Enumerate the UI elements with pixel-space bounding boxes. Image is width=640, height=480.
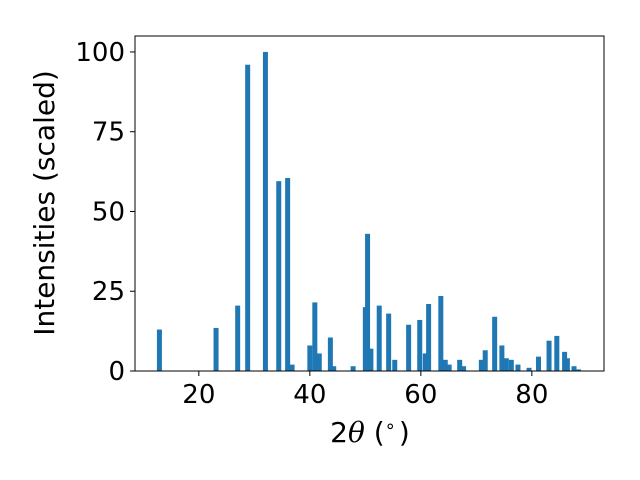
bar bbox=[461, 366, 467, 371]
x-tick-label: 20 bbox=[182, 380, 215, 410]
bar bbox=[156, 329, 162, 371]
bar bbox=[307, 345, 313, 371]
bar bbox=[316, 353, 322, 371]
bar bbox=[213, 327, 219, 371]
bar bbox=[526, 367, 532, 371]
bar bbox=[442, 359, 448, 371]
bar bbox=[457, 359, 463, 371]
bar bbox=[312, 302, 318, 371]
bar bbox=[482, 350, 488, 371]
y-tick-label: 75 bbox=[92, 118, 125, 148]
bar bbox=[438, 296, 444, 371]
x-tick-label: 60 bbox=[404, 380, 437, 410]
bar bbox=[503, 358, 509, 371]
y-axis-label: Intensities (scaled) bbox=[28, 70, 61, 336]
bar bbox=[554, 335, 560, 371]
y-tick-label: 50 bbox=[92, 197, 125, 227]
bar bbox=[571, 366, 577, 371]
x-axis-label: 2θ (∘) bbox=[330, 416, 410, 449]
y-tick-label: 0 bbox=[108, 357, 125, 387]
bar bbox=[508, 359, 514, 371]
x-tick-label: 80 bbox=[515, 380, 548, 410]
bar bbox=[499, 345, 505, 371]
bar bbox=[478, 359, 484, 371]
y-tick-label: 100 bbox=[75, 38, 125, 68]
bar bbox=[245, 64, 251, 372]
bar bbox=[262, 51, 268, 371]
bar bbox=[406, 324, 412, 371]
bar bbox=[417, 319, 423, 371]
bar bbox=[276, 181, 282, 371]
y-tick-label: 25 bbox=[92, 277, 125, 307]
bar bbox=[422, 353, 428, 371]
bar bbox=[536, 356, 542, 371]
bar bbox=[492, 316, 498, 371]
bar bbox=[562, 351, 568, 371]
bar bbox=[368, 348, 374, 371]
x-tick-label: 40 bbox=[293, 380, 326, 410]
bar bbox=[331, 366, 337, 371]
bar bbox=[515, 364, 521, 371]
bars-group bbox=[156, 51, 581, 372]
bar bbox=[365, 233, 371, 371]
bar bbox=[285, 177, 291, 371]
bar bbox=[386, 313, 392, 371]
plot-frame bbox=[134, 35, 605, 372]
bar bbox=[350, 366, 356, 371]
bar bbox=[235, 305, 241, 371]
bar bbox=[575, 369, 581, 371]
bar bbox=[426, 304, 432, 371]
bar bbox=[546, 340, 552, 371]
x-axis: 20 40 60 80 bbox=[182, 371, 548, 410]
bar bbox=[327, 337, 333, 371]
bar bbox=[446, 364, 452, 371]
bar bbox=[392, 359, 398, 371]
bar bbox=[376, 305, 382, 371]
y-axis: 0 25 50 75 100 bbox=[75, 38, 135, 387]
bar bbox=[564, 358, 570, 371]
bar bbox=[289, 364, 295, 371]
